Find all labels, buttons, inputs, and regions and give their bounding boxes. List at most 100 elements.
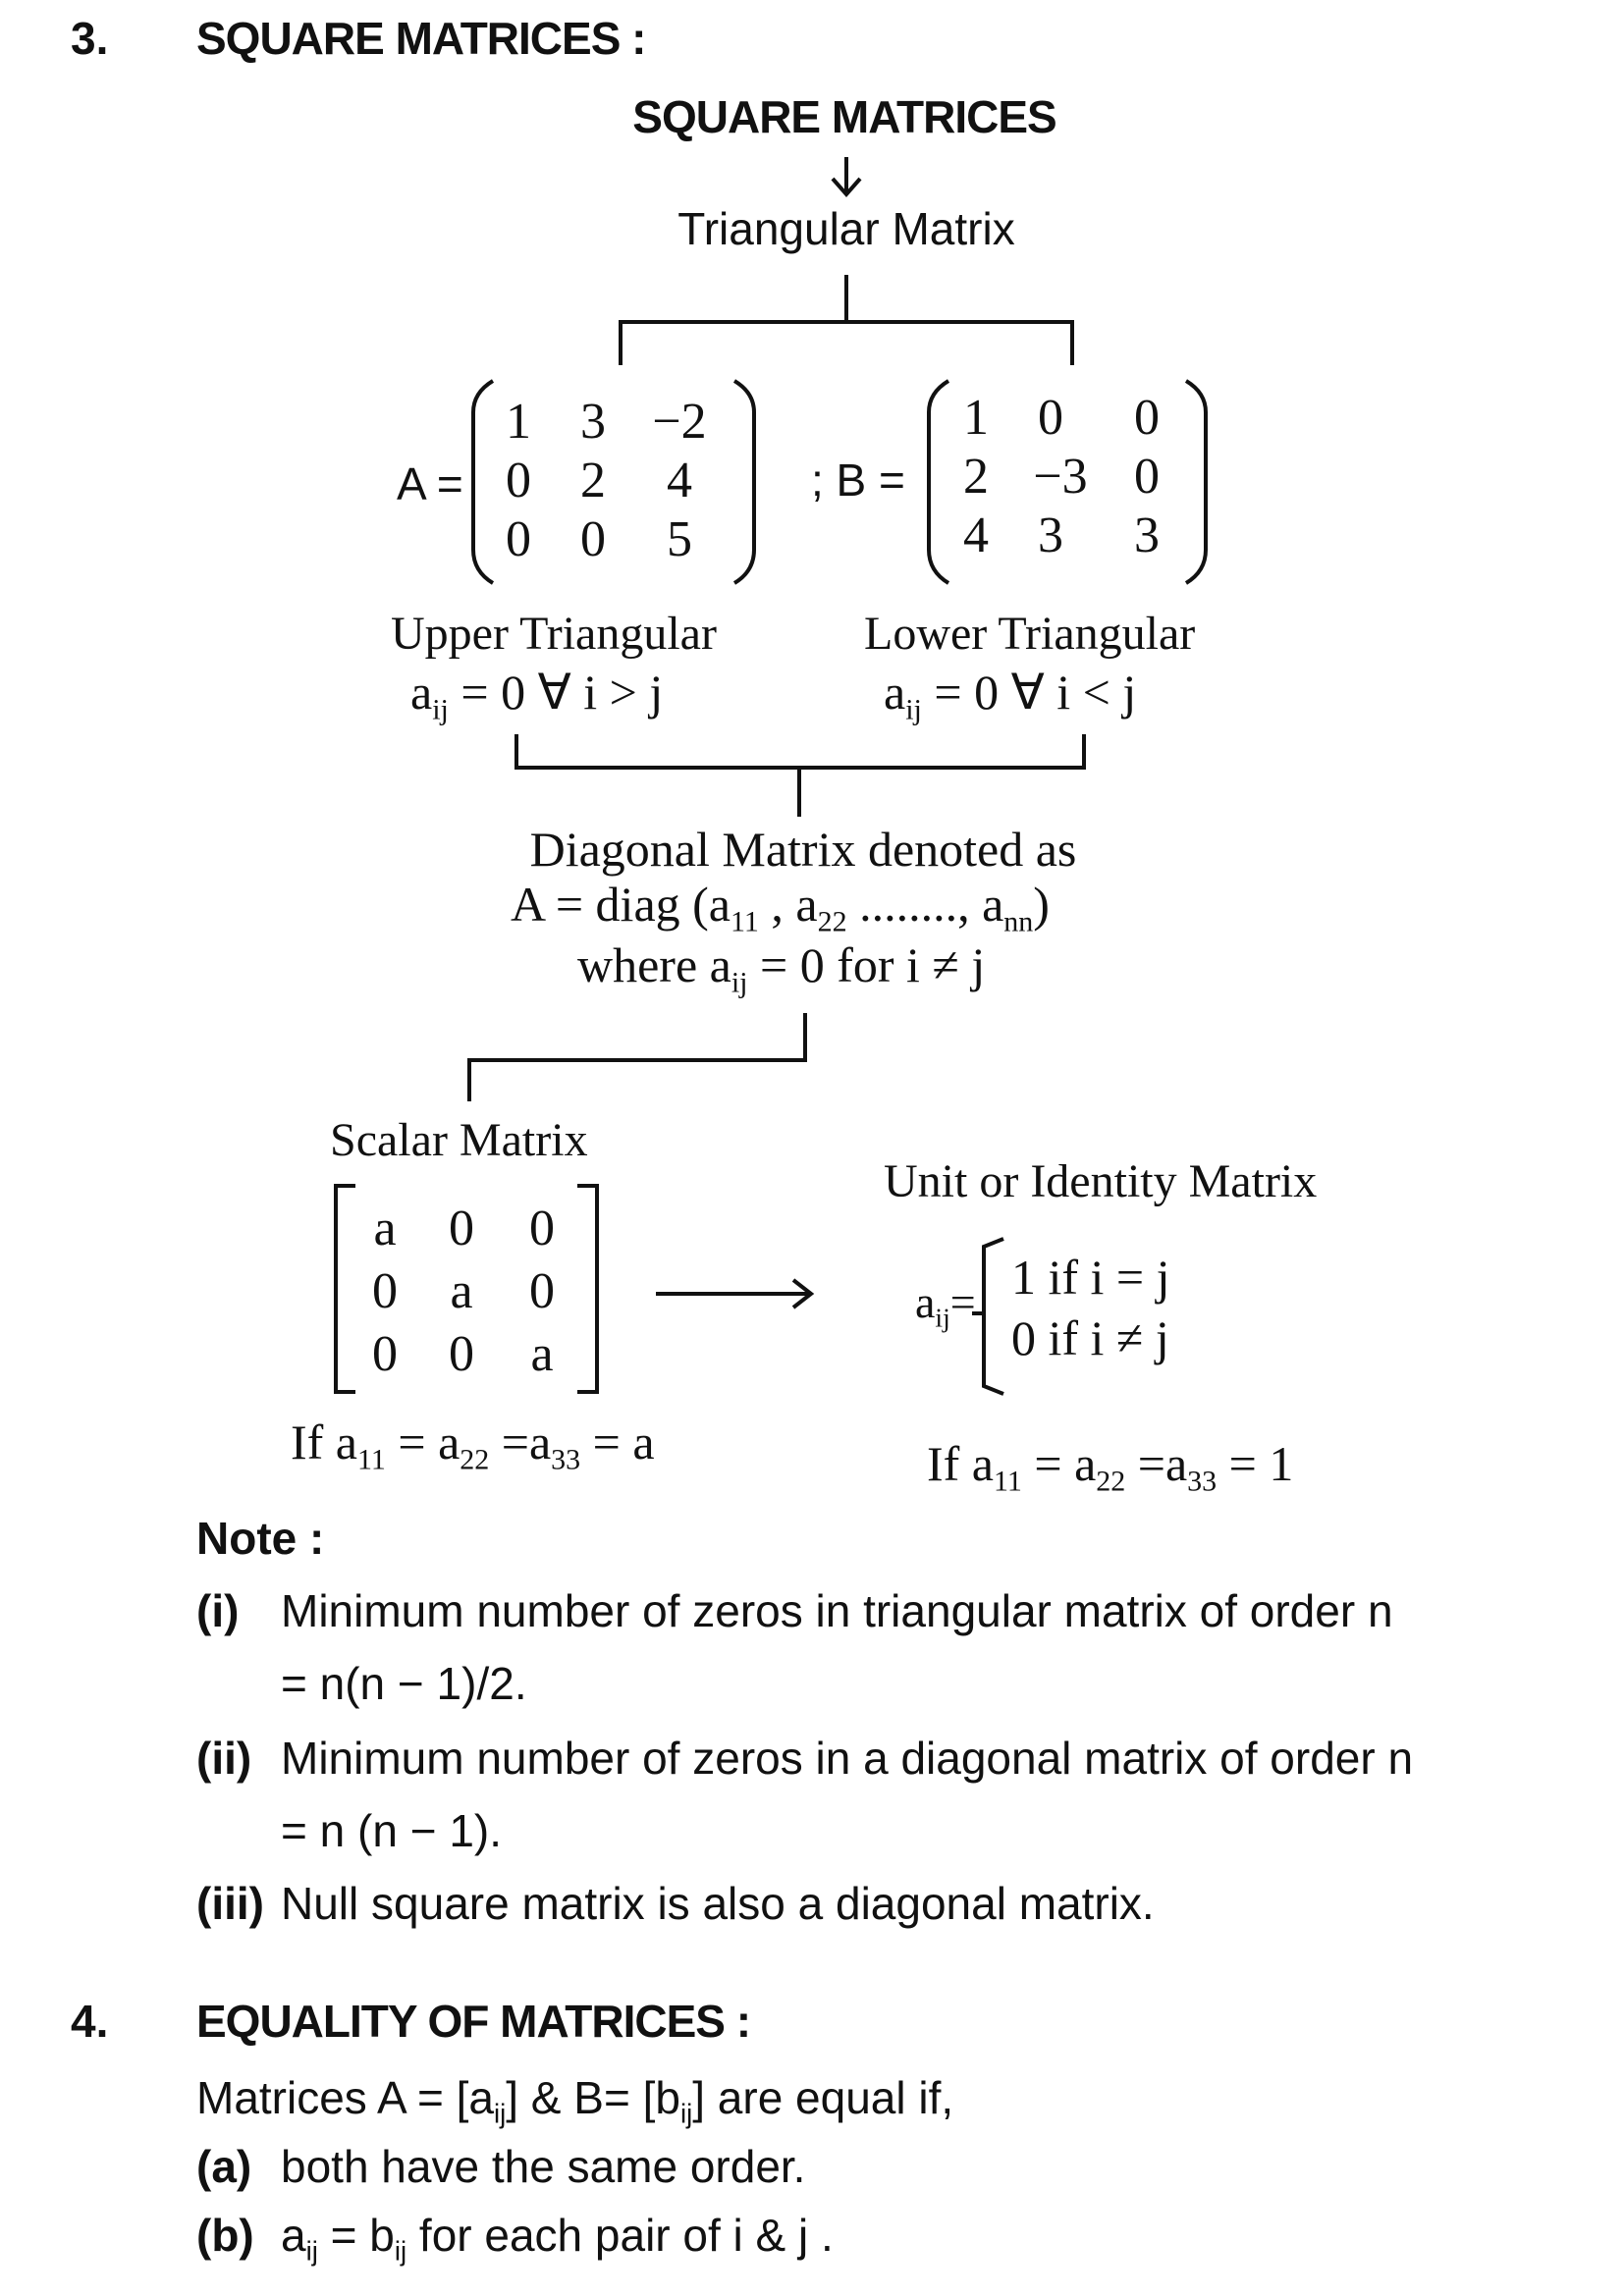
- matrix-a-cell: 3: [580, 394, 606, 450]
- diag-text: ........, a: [846, 877, 1004, 932]
- matrix-a-cell: −2: [652, 394, 707, 450]
- scalar-cell: 0: [372, 1263, 398, 1319]
- id-text: = 1: [1217, 1436, 1294, 1491]
- eqb-sub: ij: [394, 2235, 407, 2267]
- matrix-b-cell: 0: [1038, 390, 1063, 446]
- sc-sub: 11: [357, 1443, 386, 1476]
- upper-triangular-condition: aij = 0 ∀ i > j: [410, 664, 663, 727]
- id-eq: =: [949, 1277, 976, 1327]
- diag-sub: nn: [1003, 905, 1034, 938]
- diag-text: = 0 for i ≠ j: [747, 937, 986, 992]
- note-heading: Note :: [196, 1513, 325, 1564]
- note-text-i: Minimum number of zeros in triangular ma…: [281, 1585, 1393, 1636]
- sc-text: = a: [580, 1415, 655, 1469]
- scalar-cell: 0: [529, 1263, 555, 1319]
- diag-text: , a: [758, 877, 818, 932]
- eq-text: ] are equal if,: [692, 2072, 954, 2123]
- matrix-b-cell: 4: [963, 507, 989, 563]
- note-text-ii: Minimum number of zeros in a diagonal ma…: [281, 1733, 1414, 1784]
- matrix-a-cell: 0: [580, 511, 606, 567]
- section-3-title: SQUARE MATRICES :: [196, 13, 646, 64]
- scalar-cell: a: [450, 1263, 473, 1319]
- diag-text: A = diag (a: [511, 877, 731, 932]
- scalar-condition: If a11 = a22 =a33 = a: [291, 1414, 655, 1477]
- sc-sub: 33: [551, 1443, 581, 1476]
- scalar-cell: a: [530, 1326, 554, 1382]
- id-sub: 11: [994, 1465, 1022, 1498]
- identity-matrix-label: Unit or Identity Matrix: [884, 1155, 1318, 1207]
- id-text: If a: [927, 1436, 994, 1491]
- note-text-iii: Null square matrix is also a diagonal ma…: [281, 1878, 1155, 1929]
- diagonal-matrix-label: Diagonal Matrix denoted as: [529, 822, 1077, 877]
- note-marker-ii: (ii): [196, 1733, 252, 1784]
- cond-a: a: [410, 665, 433, 720]
- matrix-a-name: A =: [397, 458, 463, 509]
- id-a: a: [915, 1277, 936, 1327]
- id-sub: 33: [1187, 1465, 1218, 1498]
- cond-a: a: [884, 665, 906, 720]
- down-arrow-icon: [831, 157, 862, 198]
- triangular-matrix-label: Triangular Matrix: [677, 203, 1015, 254]
- eqb-sub: ij: [305, 2235, 318, 2267]
- note-marker-i: (i): [196, 1585, 240, 1636]
- lower-triangular-label: Lower Triangular: [864, 608, 1196, 660]
- identity-case-1: 1 if i = j: [1011, 1250, 1170, 1305]
- sc-text: If a: [291, 1415, 357, 1469]
- matrix-b-cell: 3: [1134, 507, 1160, 563]
- diag-text: ): [1033, 877, 1050, 932]
- eq-sub: ij: [679, 2098, 693, 2129]
- eq-text: ] & B= [b: [506, 2072, 680, 2123]
- identity-condition: If a11 = a22 =a33 = 1: [927, 1435, 1293, 1499]
- lower-triangular-condition: aij = 0 ∀ i < j: [884, 664, 1136, 727]
- cond-sub: ij: [905, 693, 922, 726]
- diag-sub: 11: [730, 905, 759, 938]
- section-4-title: EQUALITY OF MATRICES :: [196, 1996, 751, 2047]
- scalar-matrix-label: Scalar Matrix: [330, 1114, 588, 1166]
- eqb-text: for each pair of i & j .: [406, 2210, 834, 2261]
- matrix-b-cell: 0: [1134, 449, 1160, 505]
- diag-sub: 22: [817, 905, 847, 938]
- matrix-a-cell: 1: [506, 394, 531, 450]
- sc-text: =a: [489, 1415, 552, 1469]
- scalar-cell: 0: [449, 1326, 474, 1382]
- equality-marker-a: (a): [196, 2141, 252, 2192]
- note-cont-i: = n(n − 1)/2.: [281, 1658, 527, 1709]
- scalar-cell: 0: [529, 1201, 555, 1256]
- note-cont-ii: = n (n − 1).: [281, 1805, 503, 1856]
- eqb-text: = b: [317, 2210, 395, 2261]
- matrix-a-cell: 2: [580, 453, 606, 508]
- matrix-b-cell: 3: [1038, 507, 1063, 563]
- scalar-cell: 0: [372, 1326, 398, 1382]
- scalar-cell: a: [373, 1201, 397, 1256]
- matrix-b-cell: −3: [1033, 449, 1088, 505]
- eqb-text: a: [281, 2210, 306, 2261]
- matrix-a-cell: 5: [667, 511, 692, 567]
- cond-rest: = 0 ∀ i > j: [448, 665, 664, 720]
- eq-text: Matrices A = [a: [196, 2072, 494, 2123]
- matrix-b-cell: 1: [963, 390, 989, 446]
- cond-rest: = 0 ∀ i < j: [921, 665, 1137, 720]
- equality-intro: Matrices A = [aij] & B= [bij] are equal …: [196, 2071, 953, 2130]
- eq-sub: ij: [493, 2098, 507, 2129]
- diag-sub: ij: [731, 966, 748, 999]
- id-text: =a: [1125, 1436, 1188, 1491]
- matrix-b-cell: 0: [1134, 390, 1160, 446]
- sc-sub: 22: [460, 1443, 490, 1476]
- id-sub: 22: [1096, 1465, 1126, 1498]
- matrix-b-name: ; B =: [811, 454, 905, 506]
- section-3-number: 3.: [71, 13, 109, 64]
- identity-case-2: 0 if i ≠ j: [1011, 1310, 1169, 1365]
- diagram-title: SQUARE MATRICES: [632, 91, 1056, 142]
- note-marker-iii: (iii): [196, 1878, 264, 1929]
- matrix-b-cell: 2: [963, 449, 989, 505]
- matrix-a-cell: 4: [667, 453, 692, 508]
- diagonal-definition: A = diag (a11 , a22 ........, ann): [511, 876, 1050, 939]
- id-sub: ij: [935, 1302, 950, 1333]
- matrix-a-cell: 0: [506, 453, 531, 508]
- equality-marker-b: (b): [196, 2210, 254, 2261]
- cond-sub: ij: [432, 693, 449, 726]
- sc-text: = a: [385, 1415, 460, 1469]
- identity-lhs: aij=: [915, 1276, 976, 1334]
- scalar-cell: 0: [449, 1201, 474, 1256]
